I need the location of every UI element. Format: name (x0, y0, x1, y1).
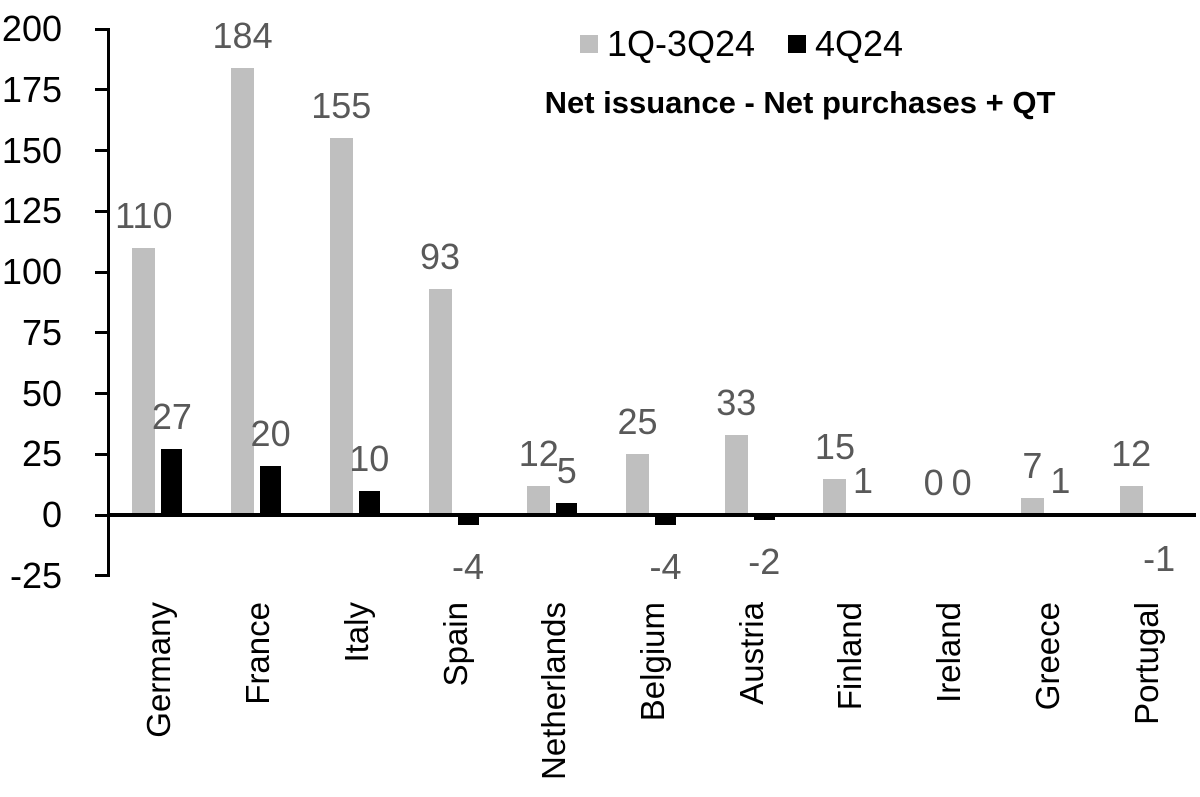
y-axis-tick-125 (95, 209, 107, 213)
y-axis-tick--25 (95, 574, 107, 578)
x-axis-line (107, 513, 1196, 517)
y-axis-tick-0 (95, 513, 107, 517)
bar-1q-3q24-greece (1020, 497, 1044, 515)
bar-1q-3q24-france (231, 67, 255, 515)
x-axis-label-portugal: Portugal (1127, 602, 1165, 725)
chart-title: Net issuance - Net purchases + QT (544, 85, 1056, 120)
y-axis-tick-175 (95, 88, 107, 92)
bar-1q-3q24-spain (428, 289, 452, 515)
y-axis-tick-label-100: 100 (1, 251, 62, 292)
y-axis-tick-100 (95, 270, 107, 274)
data-label-1q-3q24-france: 184 (212, 14, 273, 56)
data-label-1q-3q24-portugal: 12 (1111, 432, 1152, 474)
legend-item-4q24: 4Q24 (788, 24, 903, 64)
y-axis-tick-50 (95, 392, 107, 395)
x-axis-label-belgium: Belgium (634, 602, 671, 722)
data-label-1q-3q24-germany: 110 (115, 194, 173, 236)
bar-1q-3q24-netherlands (527, 485, 551, 515)
y-axis-tick-label-175: 175 (1, 68, 62, 110)
y-axis-tick-label-0: 0 (41, 494, 62, 535)
x-axis-label-ireland: Ireland (930, 602, 968, 703)
y-axis-tick-label-200: 200 (1, 8, 62, 49)
bar-4q24-austria (753, 515, 775, 520)
bar-4q24-france (260, 466, 282, 515)
bar-4q24-spain (457, 515, 479, 525)
y-axis-tick-label-75: 75 (21, 311, 62, 353)
data-label-4q24-finland: 1 (852, 459, 873, 501)
data-label-4q24-ireland: 0 (951, 462, 972, 503)
y-axis-tick-label-125: 125 (1, 190, 62, 232)
x-axis-label-finland: Finland (831, 602, 869, 711)
data-label-1q-3q24-netherlands: 12 (518, 432, 559, 474)
legend-label-4q24: 4Q24 (815, 23, 904, 64)
data-label-1q-3q24-spain: 93 (420, 236, 461, 277)
x-axis-label-netherlands: Netherlands (535, 602, 573, 780)
legend-swatch-4q24 (788, 35, 806, 53)
data-label-4q24-portugal: -1 (1143, 538, 1176, 580)
data-label-1q-3q24-austria: 33 (716, 381, 757, 423)
data-label-1q-3q24-belgium: 25 (617, 401, 658, 443)
data-label-4q24-italy: 10 (349, 437, 390, 479)
bar-4q24-italy (358, 490, 380, 515)
legend-label-1q-3q24: 1Q-3Q24 (607, 23, 756, 64)
y-axis-tick-150 (95, 149, 107, 152)
y-axis-line (107, 27, 110, 578)
data-label-4q24-austria: -2 (748, 540, 781, 582)
bar-1q-3q24-finland (823, 478, 847, 515)
data-label-4q24-greece: 1 (1050, 459, 1071, 501)
bar-1q-3q24-italy (329, 138, 353, 515)
data-label-4q24-france: 20 (250, 413, 291, 455)
y-axis-tick-label-50: 50 (21, 372, 62, 414)
bar-4q24-belgium (655, 515, 676, 525)
x-axis-label-spain: Spain (436, 602, 474, 687)
x-axis-label-italy: Italy (337, 602, 375, 663)
y-axis-tick-label-25: 25 (21, 433, 62, 475)
data-label-1q-3q24-ireland: 0 (923, 462, 944, 503)
y-axis-tick-75 (95, 331, 107, 335)
x-axis-label-germany: Germany (140, 602, 178, 738)
y-axis-tick-label-150: 150 (1, 129, 62, 171)
y-axis-tick-25 (95, 452, 107, 456)
y-axis-tick-label--25: -25 (9, 554, 62, 596)
data-label-1q-3q24-greece: 7 (1022, 444, 1043, 486)
x-axis-label-austria: Austria (732, 602, 770, 705)
legend-item-1q-3q24: 1Q-3Q24 (580, 24, 755, 64)
bar-1q-3q24-belgium (626, 454, 649, 515)
bar-4q24-germany (161, 449, 183, 515)
data-label-4q24-belgium: -4 (649, 545, 682, 587)
bar-4q24-netherlands (556, 502, 578, 515)
data-label-4q24-germany: 27 (151, 396, 192, 438)
data-label-1q-3q24-finland: 15 (814, 425, 855, 467)
bar-1q-3q24-germany (132, 247, 156, 515)
x-axis-label-greece: Greece (1028, 602, 1066, 711)
x-axis-label-france: France (239, 602, 277, 705)
bar-1q-3q24-portugal (1119, 485, 1143, 515)
data-label-1q-3q24-italy: 155 (311, 85, 372, 127)
legend-swatch-1q-3q24 (580, 35, 598, 53)
data-label-4q24-netherlands: 5 (556, 449, 577, 491)
y-axis-tick-200 (95, 27, 107, 31)
data-label-4q24-spain: -4 (452, 545, 485, 587)
bar-1q-3q24-austria (724, 434, 748, 515)
